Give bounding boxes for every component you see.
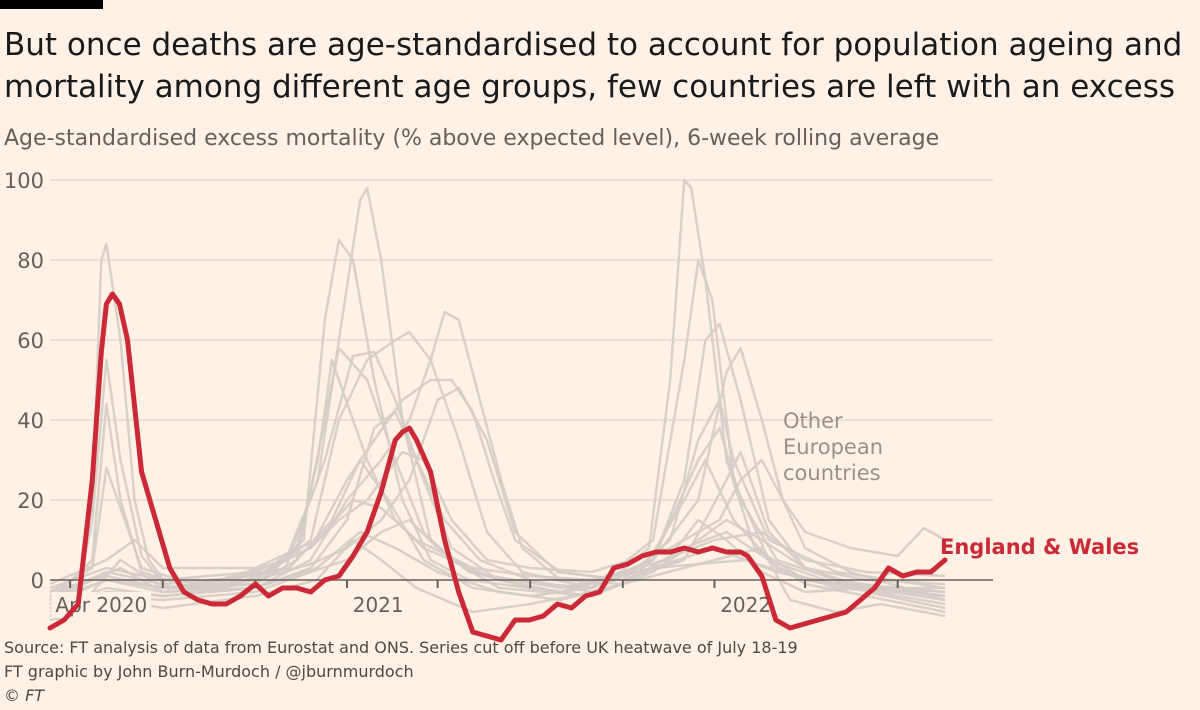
chart-subtitle: Age-standardised excess mortality (% abo… — [4, 126, 940, 151]
chart-title: But once deaths are age-standardised to … — [4, 27, 1183, 105]
y-tick-label-60: 60 — [17, 329, 44, 353]
brand-bar — [0, 0, 103, 9]
x-tick-label-2022: 2022 — [720, 593, 771, 617]
country-line-13 — [49, 538, 946, 622]
country-line-3 — [49, 186, 946, 601]
y-tick-label-20: 20 — [17, 489, 44, 513]
other-countries-annotation-line-0: Other — [783, 409, 843, 433]
x-tick-label-bg — [716, 592, 776, 618]
england-wales-label: England & Wales — [940, 535, 1139, 559]
other-countries-annotation-line-1: European — [783, 435, 883, 459]
source-note: Source: FT analysis of data from Eurosta… — [4, 638, 798, 657]
credit-note: FT graphic by John Burn-Murdoch / @jburn… — [4, 662, 414, 681]
country-line-11 — [49, 386, 946, 594]
y-tick-label-80: 80 — [17, 249, 44, 273]
country-line-6 — [49, 258, 946, 602]
country-line-14 — [49, 498, 946, 586]
country-line-10 — [49, 450, 946, 590]
country-line-16 — [49, 530, 946, 614]
other-countries-annotation-line-2: countries — [783, 461, 881, 485]
england-wales-line — [47, 291, 948, 643]
country-line-5 — [49, 178, 946, 614]
country-line-2 — [49, 238, 946, 598]
y-tick-label-40: 40 — [17, 409, 44, 433]
country-line-8 — [49, 378, 946, 598]
y-tick-label-100: 100 — [4, 169, 44, 193]
x-tick-label-2021: 2021 — [353, 593, 404, 617]
country-line-12 — [49, 518, 946, 618]
y-tick-label-0: 0 — [31, 569, 44, 593]
footer: Source: FT analysis of data from Eurosta… — [4, 636, 798, 708]
x-tick-label-bg — [348, 592, 408, 618]
copyright-note: © FT — [4, 686, 45, 705]
